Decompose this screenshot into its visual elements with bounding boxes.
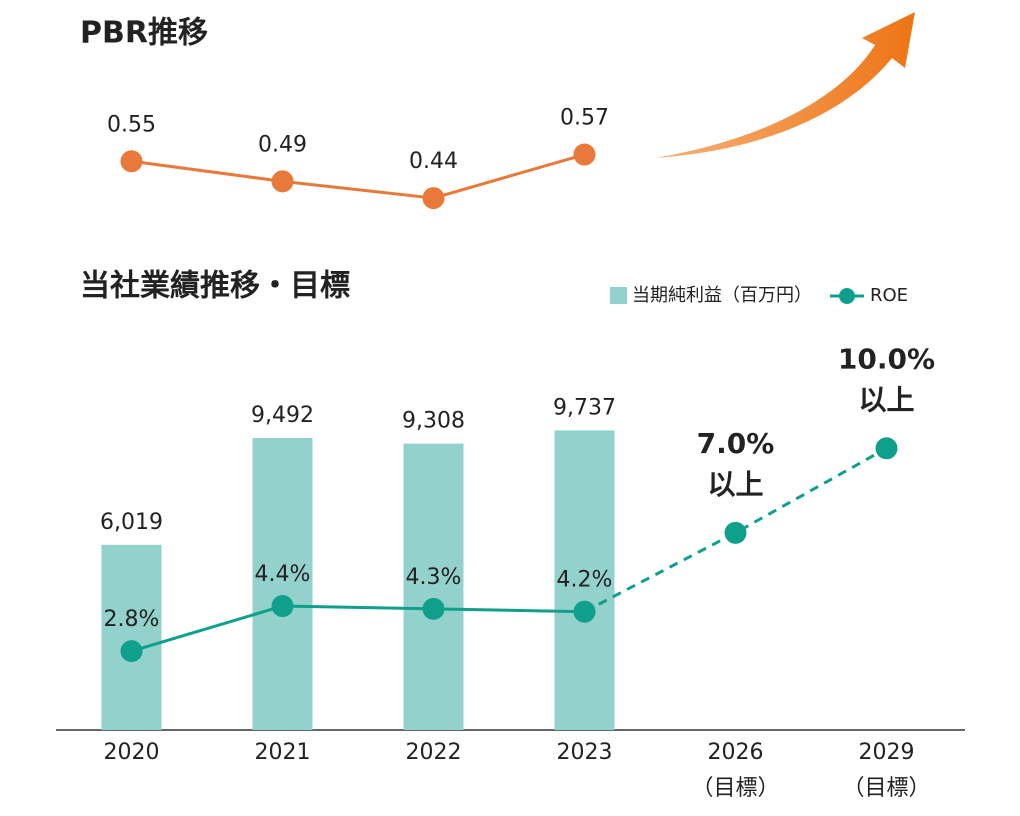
x-tick-label: 2029: [859, 740, 915, 765]
pbr-line: [131, 153, 585, 200]
x-tick-label: 2020: [104, 740, 160, 765]
x-tick-note: （目標）: [691, 776, 779, 801]
roe-point: [724, 521, 747, 544]
bar: [554, 430, 615, 730]
legend-label: 当期純利益（百万円）: [632, 285, 812, 306]
legend-label: ROE: [870, 285, 908, 306]
roe-point: [573, 600, 596, 623]
roe-line: [131, 604, 585, 653]
data-label: 7.0%: [697, 427, 775, 460]
legend-swatch: [610, 287, 627, 304]
data-label: 10.0%: [838, 342, 935, 375]
pbr-point: [422, 187, 445, 210]
pbr-point: [271, 170, 294, 193]
data-label: 4.3%: [406, 565, 462, 590]
roe-point: [271, 595, 294, 618]
chart-title: PBR推移: [80, 16, 208, 51]
data-label: 6,019: [100, 510, 163, 535]
roe-line-target: [583, 447, 888, 614]
data-label: 0.55: [107, 112, 156, 137]
data-label: 0.57: [560, 106, 609, 131]
legend-swatch: [839, 288, 855, 304]
data-label: 0.44: [409, 149, 458, 174]
bar: [403, 443, 464, 730]
data-label: 2.8%: [104, 607, 160, 632]
data-label: 4.2%: [557, 568, 613, 593]
pbr-point: [120, 150, 143, 173]
data-label: 9,737: [553, 395, 616, 420]
roe-point: [120, 640, 143, 663]
x-tick-note: （目標）: [842, 776, 930, 801]
x-tick-label: 2026: [708, 740, 764, 765]
x-tick-label: 2022: [406, 740, 462, 765]
data-label: 4.4%: [255, 562, 311, 587]
pbr-point: [573, 143, 596, 166]
data-label: 0.49: [258, 132, 307, 157]
data-note: 以上: [858, 383, 914, 416]
roe-point: [422, 597, 445, 620]
x-tick-label: 2023: [557, 740, 613, 765]
roe-point: [875, 437, 898, 460]
bar: [252, 437, 313, 730]
growth-arrow: [655, 12, 915, 158]
data-note: 以上: [707, 468, 763, 501]
data-label: 9,308: [402, 409, 465, 434]
data-label: 9,492: [251, 403, 314, 428]
bar: [101, 544, 162, 730]
chart-title: 当社業績推移・目標: [80, 269, 350, 304]
x-tick-label: 2021: [255, 740, 311, 765]
